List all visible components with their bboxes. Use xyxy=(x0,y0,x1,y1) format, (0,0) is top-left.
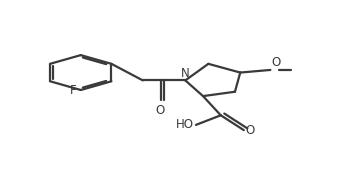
Text: F: F xyxy=(70,84,77,96)
Text: O: O xyxy=(271,56,280,69)
Text: O: O xyxy=(155,104,165,117)
Text: HO: HO xyxy=(176,118,194,131)
Text: O: O xyxy=(246,125,255,138)
Text: N: N xyxy=(181,67,190,80)
